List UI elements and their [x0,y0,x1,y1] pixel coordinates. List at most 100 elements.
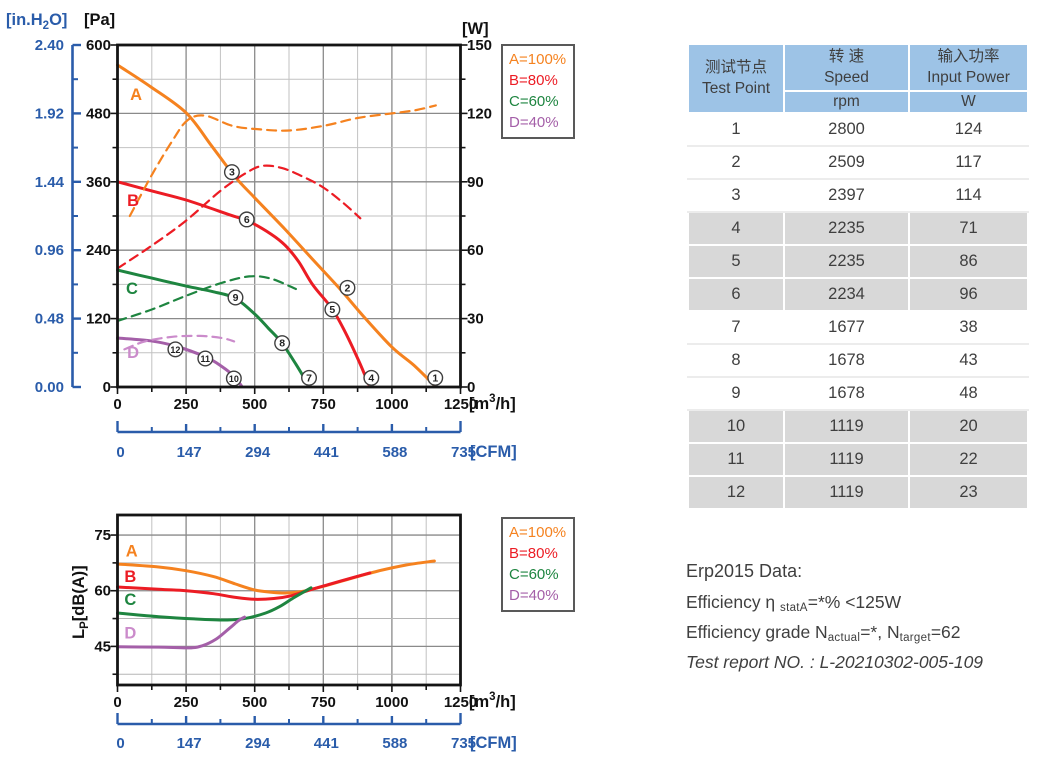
gridlines [117,515,461,685]
cell-point: 1 [687,112,785,148]
cfm-tick-label: 735 [451,735,476,752]
cell-point: 12 [687,475,785,511]
test-point-marker-3 [223,164,240,181]
plot-border [116,513,462,687]
test-point-table: 测试节点 Test Point 转 速 Speed 输入功率 Input Power … [687,42,1029,511]
curve-label-D: D [124,624,136,642]
test-point-marker-label: 10 [229,374,239,384]
x-axis-unit-label: [m3/h] [469,691,516,711]
cfm-unit-label: [CFM] [470,443,517,461]
C-noise-curve [116,586,313,622]
cell-point: 4 [687,211,785,247]
C-input-power-curve [116,275,297,322]
cfm-tick-label: 294 [245,444,271,461]
cfm-tick-label: 294 [245,735,271,752]
table-header-speed: 转 速 Speed [783,43,910,92]
cfm-tick-label: 735 [451,444,476,461]
cell-speed: 1678 [783,343,910,379]
cell-power: 117 [908,145,1029,181]
x-tick-label: 1250 [444,694,477,711]
test-point-row-5: 5 2235 86 [687,244,1029,280]
cell-power: 22 [908,442,1029,478]
A-input-power-curve [128,104,437,218]
pa-tick-label: 480 [86,105,111,122]
test-point-row-12: 12 1119 23 [687,475,1029,511]
test-point-marker-2 [339,279,356,296]
db-axis-title: LP[dB(A)] [70,565,91,639]
x-tick-label: 1000 [375,396,408,413]
legend-entry: B=80% [509,545,558,562]
cell-speed: 2234 [783,277,910,313]
cell-power: 43 [908,343,1029,379]
legend-entry: A=100% [509,524,567,541]
x-tick-label: 750 [311,694,336,711]
test-point-marker-label: 8 [279,338,285,350]
test-point-row-4: 4 2235 71 [687,211,1029,247]
test-point-marker-label: 11 [201,354,211,364]
cell-speed: 1119 [783,409,910,445]
x-tick-label: 250 [174,396,199,413]
erp-efficiency-line: Efficiency η statA=*% <125W [686,592,902,614]
cfm-tick-label: 147 [177,735,202,752]
inh2o-unit-label: [in.H2O] [6,11,67,32]
cell-speed: 2509 [783,145,910,181]
cell-point: 5 [687,244,785,280]
w-tick-label: 0 [467,379,475,396]
cfm-axis: 0 147 294 441 588 735[CFM] [116,421,517,461]
cell-power: 71 [908,211,1029,247]
test-point-row-2: 2 2509 117 [687,145,1029,181]
cell-speed: 1678 [783,376,910,412]
x-tick-label: 0 [113,396,121,413]
test-point-row-3: 3 2397 114 [687,178,1029,214]
curve-label-B: B [124,568,136,586]
A-noise-curve [116,559,436,595]
test-point-row-6: 6 2234 96 [687,277,1029,313]
test-point-marker-11 [197,350,214,367]
cfm-tick-label: 588 [382,735,407,752]
test-point-marker-label: 6 [244,214,250,226]
test-point-marker-label: 3 [229,167,235,179]
test-point-marker-label: 1 [432,372,438,384]
test-point-marker-12 [167,341,184,358]
x-axis-labels: 0 250 500 750 1000 1250[m3/h] [113,393,515,413]
table-header-test-point: 测试节点 Test Point [687,42,785,115]
x-tick-label: 500 [242,694,267,711]
cfm-unit-label: [CFM] [470,734,517,752]
test-point-marker-label: 12 [170,345,180,355]
erp-data-block: Erp2015 Data: Efficiency η statA=*% <125… [686,561,1036,673]
test-point-marker-9 [227,289,244,306]
series-curves [116,559,436,650]
cfm-tick-label: 441 [314,735,339,752]
pa-axis-labels: 600 480 360 240 120 0 [Pa] [84,11,115,396]
cell-speed: 2235 [783,244,910,280]
axis-ticks [110,534,462,692]
pa-unit-label: [Pa] [84,11,115,29]
pressure-chart-legend: A=100% B=80% C=60% D=40% [501,44,576,139]
test-point-marker-4 [363,369,380,386]
header-speed-en: Speed [824,68,869,86]
noise-chart-legend: A=100% B=80% C=60% D=40% [501,517,576,612]
x-tick-label: 250 [174,694,199,711]
x-axis-unit-label: [m3/h] [469,393,516,413]
D-input-power-curve [123,334,236,351]
x-axis-labels: 0 250 500 750 1000 1250[m3/h] [113,691,515,711]
inh2o-tick-label: 0.96 [35,242,64,259]
cfm-axis: 0 147 294 441 588 735[CFM] [116,713,517,752]
cell-power: 20 [908,409,1029,445]
x-tick-label: 750 [311,396,336,413]
erp-title: Erp2015 Data: [686,561,803,581]
w-tick-label: 60 [467,242,484,259]
A-pressure-curve [116,63,436,387]
db-tick-label: 45 [94,638,111,655]
cell-speed: 2397 [783,178,910,214]
w-tick-label: 150 [467,37,492,54]
cell-power: 124 [908,112,1029,148]
curve-label-A: A [126,542,138,560]
test-point-row-8: 8 1678 43 [687,343,1029,379]
inh2o-tick-label: 2.40 [35,37,64,54]
B-pressure-curve [116,180,371,386]
cell-point: 3 [687,178,785,214]
